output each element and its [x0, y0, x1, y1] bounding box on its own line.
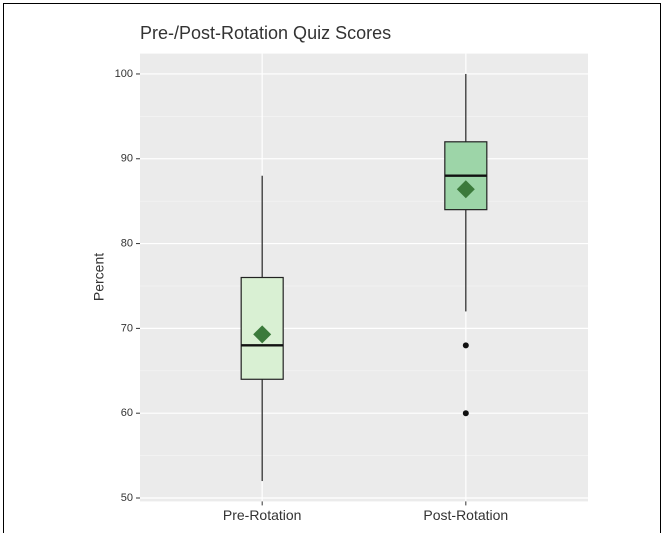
outlier: [462, 410, 469, 417]
y-axis-label: Percent: [91, 253, 107, 301]
y-tick-label: 60: [121, 407, 133, 419]
panel: [140, 53, 588, 502]
y-tick-label: 100: [115, 68, 133, 80]
x-tick-label: Pre-Rotation: [223, 507, 302, 523]
y-tick-label: 90: [121, 153, 133, 165]
outlier: [462, 342, 469, 349]
mean-marker: [253, 325, 272, 344]
y-tick-label: 50: [121, 492, 133, 504]
chart-title: Pre-/Post-Rotation Quiz Scores: [140, 23, 391, 43]
x-tick-label: Post-Rotation: [423, 507, 508, 523]
y-tick-label: 70: [121, 322, 133, 334]
y-tick-label: 80: [121, 237, 133, 249]
mean-marker: [456, 180, 475, 199]
